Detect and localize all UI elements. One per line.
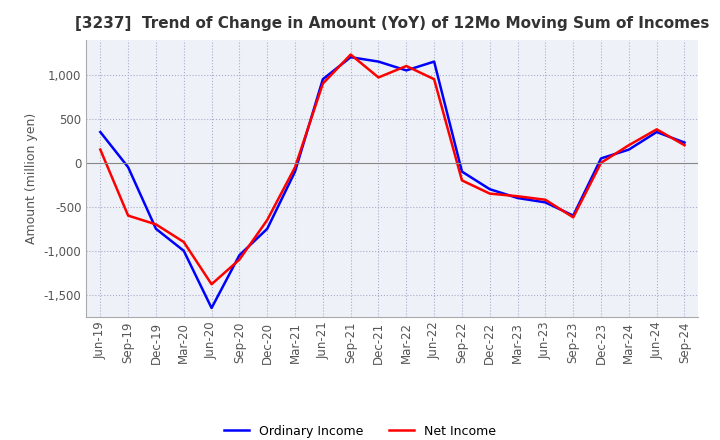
Net Income <box>569 215 577 220</box>
Ordinary Income <box>152 226 161 231</box>
Net Income <box>680 143 689 148</box>
Net Income <box>402 63 410 69</box>
Ordinary Income <box>124 165 132 170</box>
Ordinary Income <box>624 147 633 152</box>
Line: Net Income: Net Income <box>100 55 685 284</box>
Ordinary Income <box>430 59 438 64</box>
Net Income <box>235 257 243 262</box>
Ordinary Income <box>263 226 271 231</box>
Net Income <box>96 147 104 152</box>
Net Income <box>652 127 661 132</box>
Net Income <box>318 81 327 86</box>
Net Income <box>207 282 216 287</box>
Net Income <box>513 194 522 199</box>
Net Income <box>485 191 494 196</box>
Ordinary Income <box>346 55 355 60</box>
Legend: Ordinary Income, Net Income: Ordinary Income, Net Income <box>220 420 500 440</box>
Ordinary Income <box>541 200 550 205</box>
Ordinary Income <box>235 253 243 258</box>
Ordinary Income <box>291 169 300 174</box>
Net Income <box>541 197 550 202</box>
Net Income <box>458 178 467 183</box>
Ordinary Income <box>402 68 410 73</box>
Net Income <box>179 239 188 245</box>
Ordinary Income <box>597 156 606 161</box>
Ordinary Income <box>485 187 494 192</box>
Net Income <box>597 160 606 165</box>
Net Income <box>374 75 383 80</box>
Net Income <box>624 143 633 148</box>
Net Income <box>430 77 438 82</box>
Ordinary Income <box>179 248 188 253</box>
Ordinary Income <box>680 140 689 145</box>
Net Income <box>152 222 161 227</box>
Ordinary Income <box>458 169 467 174</box>
Ordinary Income <box>652 129 661 135</box>
Title: [3237]  Trend of Change in Amount (YoY) of 12Mo Moving Sum of Incomes: [3237] Trend of Change in Amount (YoY) o… <box>75 16 710 32</box>
Ordinary Income <box>207 305 216 311</box>
Net Income <box>263 217 271 223</box>
Ordinary Income <box>374 59 383 64</box>
Ordinary Income <box>318 77 327 82</box>
Line: Ordinary Income: Ordinary Income <box>100 57 685 308</box>
Net Income <box>124 213 132 218</box>
Ordinary Income <box>96 129 104 135</box>
Net Income <box>346 52 355 57</box>
Y-axis label: Amount (million yen): Amount (million yen) <box>25 113 38 244</box>
Ordinary Income <box>513 195 522 201</box>
Ordinary Income <box>569 213 577 218</box>
Net Income <box>291 165 300 170</box>
